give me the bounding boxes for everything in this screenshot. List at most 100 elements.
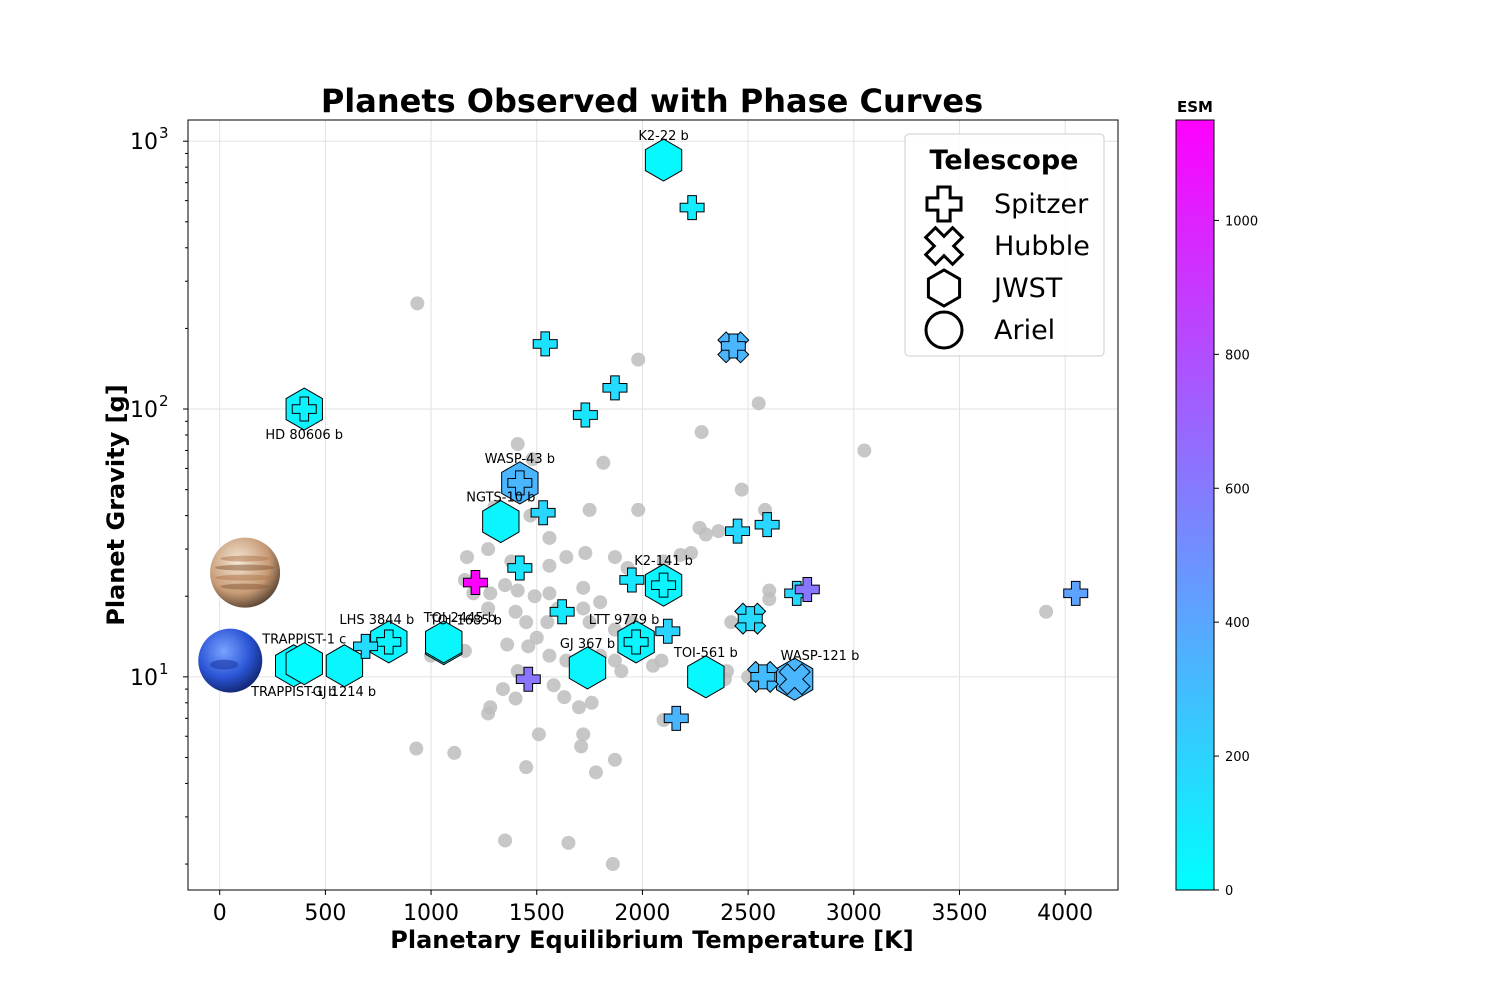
spitzer-plus-marker [679,195,705,221]
background-planet-point [572,700,587,715]
background-planet-point [578,546,593,561]
planet-label: TOI-1685 b [429,614,502,629]
spitzer-plus-marker [619,567,645,593]
spitzer-plus-marker [532,331,558,357]
background-planet-point [510,583,525,598]
background-planet-point [519,760,534,775]
jupiter-band [215,564,276,571]
background-planet-point [542,648,557,663]
background-planet-point [483,700,498,715]
spitzer-plus-marker [353,633,379,659]
planet-label: NGTS-10 b [466,491,535,506]
spitzer-plus-marker [291,396,317,422]
jupiter-band [215,574,276,581]
x-tick-label: 1000 [403,901,459,926]
colorbar-gradient [1175,119,1215,891]
background-planet-point [762,592,777,607]
background-planet-point [576,580,591,595]
spitzer-plus-marker [507,470,533,496]
background-planet-point [631,502,646,517]
x-tick-label: 0 [213,901,227,926]
planet-label: HD 80606 b [265,428,343,443]
spitzer-plus-marker [663,705,689,731]
spitzer-plus-marker [515,666,541,692]
spitzer-plus-marker [602,375,628,401]
background-planet-point [605,857,620,872]
background-planet-point [527,589,542,604]
spitzer-plus-marker [530,500,556,526]
background-planet-point [596,455,611,470]
background-planet-point [557,690,572,705]
spitzer-plus-marker [737,606,763,632]
legend-entry-label: Hubble [994,231,1090,262]
background-planet-point [684,546,699,561]
x-tick-label: 2000 [614,901,670,926]
background-planet-point [694,425,709,440]
legend-hexagon-marker [926,268,962,308]
background-planet-point [481,542,496,557]
background-planet-point [614,664,629,679]
background-planet-point [607,653,622,668]
spitzer-plus-marker [507,555,533,581]
neptune-spot [210,659,239,670]
background-planet-point [495,682,510,697]
legend-plus-marker [925,185,963,223]
background-planet-point [525,452,540,467]
background-planet-point [698,527,713,542]
spitzer-plus-marker [572,402,598,428]
background-planet-point [857,443,872,458]
x-tick-label: 1500 [509,901,565,926]
background-planet-point [574,739,589,754]
planet-label: K2-22 b [638,129,688,144]
y-tick-exponent: 3 [159,124,169,142]
background-planet-point [734,482,749,497]
jwst-hexagon-marker [687,655,725,699]
planet-label: GJ 1214 b [313,685,377,700]
y-tick-label: 10 [130,398,158,423]
planet-label: GJ 367 b [560,637,615,652]
background-planet-point [521,639,536,654]
spitzer-plus-marker [623,629,649,655]
x-tick-label: 2500 [720,901,776,926]
jupiter-band [220,583,270,590]
background-planet-point [542,558,557,573]
x-axis-label: Planetary Equilibrium Temperature [K] [390,926,913,954]
colorbar-tick-label: 400 [1225,616,1250,631]
background-planet-point [542,586,557,601]
x-tick-label: 3000 [826,901,882,926]
colorbar-tick-label: 0 [1225,884,1233,899]
y-tick-label: 10 [130,666,158,691]
spitzer-plus-marker [462,570,488,596]
y-tick-label: 10 [130,130,158,155]
planet-label: WASP-121 b [781,649,860,664]
x-tick-label: 3500 [931,901,987,926]
background-planet-point [582,502,597,517]
planet-icons [198,537,281,693]
background-planet-point [481,601,496,616]
x-tick-label: 4000 [1037,901,1093,926]
planet-label: WASP-43 b [485,452,555,467]
background-planet-point [582,615,597,630]
background-planet-point [593,595,608,610]
colorbar-tick-label: 800 [1225,348,1250,363]
colorbar-tick-label: 600 [1225,482,1250,497]
planet-labels: K2-22 b HD 80606 b WASP-43 b NGTS-10 b K2-14… [250,129,859,700]
y-tick-exponent: 2 [159,392,169,410]
x-tick-label: 500 [304,901,346,926]
background-planet-point [409,741,424,756]
spitzer-plus-marker [549,599,575,625]
background-planet-point [508,691,523,706]
background-planet-point [1039,604,1054,619]
spitzer-plus-marker [794,576,820,602]
planet-label: TRAPPIST-1 c [261,633,346,648]
legend-title: Telescope [930,145,1079,176]
background-planet-point [631,352,646,367]
background-planet-point [607,550,622,565]
background-planet-point [447,745,462,760]
spitzer-plus-marker [376,629,402,655]
background-planet-point [751,396,766,411]
background-planet-point [588,765,603,780]
